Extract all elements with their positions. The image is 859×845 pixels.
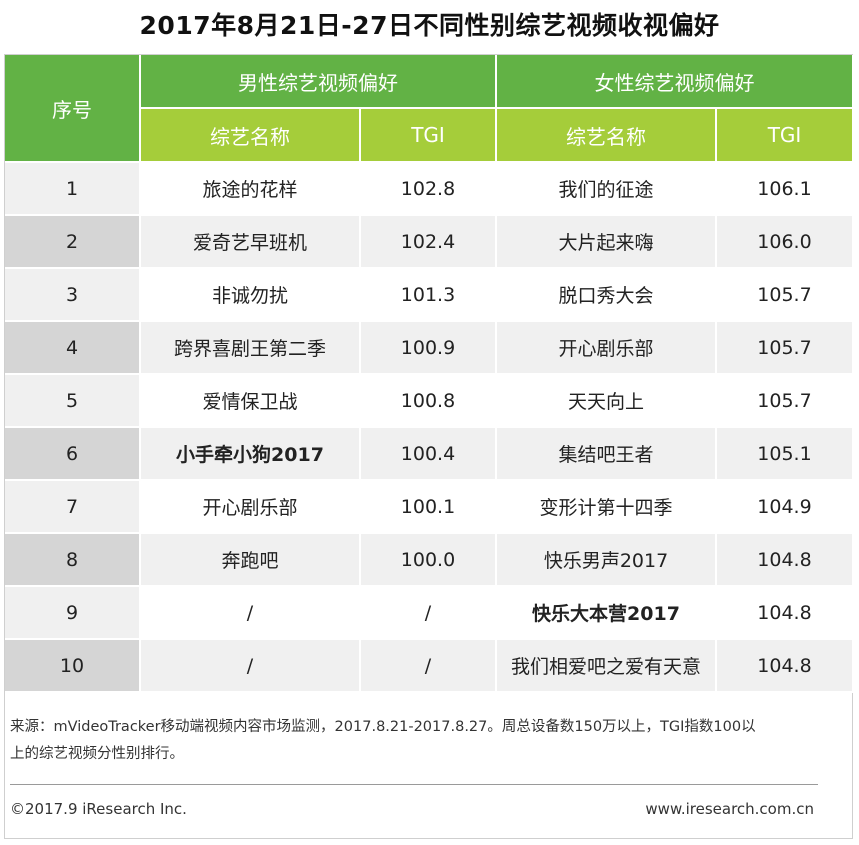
female-show-name: 变形计第十四季 [496,480,717,534]
male-show-name: 非诚勿扰 [140,268,361,322]
male-show-name: / [140,586,361,640]
table-row: 1 旅途的花样 102.8 我们的征途 106.1 [5,162,854,216]
male-tgi: 100.0 [360,533,497,587]
header-male-tgi: TGI [360,108,497,163]
table-row: 6 小手牵小狗2017 100.4 集结吧王者 105.1 [5,427,854,481]
table-header-row: 序号 男性综艺视频偏好 女性综艺视频偏好 [5,55,854,163]
male-tgi: 102.8 [360,162,497,216]
male-show-name: 奔跑吧 [140,533,361,587]
table-row: 10 / / 我们相爱吧之爱有天意 104.8 [5,639,854,693]
table-row: 4 跨界喜剧王第二季 100.9 开心剧乐部 105.7 [5,321,854,375]
female-show-name: 开心剧乐部 [496,321,717,375]
male-tgi: 101.3 [360,268,497,322]
female-tgi: 104.8 [716,586,854,640]
male-tgi: 100.9 [360,321,497,375]
male-tgi: 100.4 [360,427,497,481]
header-seq: 序号 [5,55,141,163]
female-tgi: 105.7 [716,268,854,322]
male-tgi: 100.1 [360,480,497,534]
male-tgi: / [360,586,497,640]
male-show-name: 爱奇艺早班机 [140,215,361,269]
female-show-name: 我们的征途 [496,162,717,216]
rank-cell: 5 [5,374,141,428]
rank-cell: 9 [5,586,141,640]
rank-cell: 10 [5,639,141,693]
header-male-group: 男性综艺视频偏好 [140,55,497,109]
rank-cell: 7 [5,480,141,534]
male-show-name: 开心剧乐部 [140,480,361,534]
female-tgi: 104.8 [716,533,854,587]
male-tgi: 102.4 [360,215,497,269]
footer-divider [10,784,818,785]
header-female-name: 综艺名称 [496,108,717,163]
male-show-name: 跨界喜剧王第二季 [140,321,361,375]
header-female-group: 女性综艺视频偏好 [496,55,854,109]
page-title: 2017年8月21日-27日不同性别综艺视频收视偏好 [139,11,720,40]
male-show-name: 小手牵小狗2017 [140,427,361,481]
female-tgi: 106.1 [716,162,854,216]
female-tgi: 105.1 [716,427,854,481]
female-tgi: 105.7 [716,374,854,428]
copyright-text: ©2017.9 iResearch Inc. [10,800,187,818]
table-row: 5 爱情保卫战 100.8 天天向上 105.7 [5,374,854,428]
female-tgi: 105.7 [716,321,854,375]
table-subheader-row: 综艺名称 TGI 综艺名称 TGI [5,108,854,163]
rank-cell: 1 [5,162,141,216]
female-tgi: 104.9 [716,480,854,534]
female-tgi: 106.0 [716,215,854,269]
table-row: 8 奔跑吧 100.0 快乐男声2017 104.8 [5,533,854,587]
rank-cell: 4 [5,321,141,375]
source-line-1: 来源：mVideoTracker移动端视频内容市场监测，2017.8.21-20… [10,719,756,735]
female-show-name: 集结吧王者 [496,427,717,481]
female-show-name: 快乐男声2017 [496,533,717,587]
male-show-name: 爱情保卫战 [140,374,361,428]
rank-cell: 3 [5,268,141,322]
website-link[interactable]: www.iresearch.com.cn [645,800,814,818]
header-female-tgi: TGI [716,108,854,163]
source-note: 来源：mVideoTracker移动端视频内容市场监测，2017.8.21-20… [10,714,840,768]
rank-cell: 8 [5,533,141,587]
male-tgi: 100.8 [360,374,497,428]
rank-cell: 6 [5,427,141,481]
female-show-name: 天天向上 [496,374,717,428]
female-show-name: 快乐大本营2017 [496,586,717,640]
table-row: 3 非诚勿扰 101.3 脱口秀大会 105.7 [5,268,854,322]
table-row: 9 / / 快乐大本营2017 104.8 [5,586,854,640]
male-tgi: / [360,639,497,693]
source-line-2: 上的综艺视频分性别排行。 [10,746,184,762]
table-row: 2 爱奇艺早班机 102.4 大片起来嗨 106.0 [5,215,854,269]
male-show-name: / [140,639,361,693]
header-male-name: 综艺名称 [140,108,361,163]
table-row: 7 开心剧乐部 100.1 变形计第十四季 104.9 [5,480,854,534]
ranking-table: 序号 男性综艺视频偏好 女性综艺视频偏好 综艺名称 TGI 综艺名称 TGI 1… [5,55,854,693]
female-show-name: 脱口秀大会 [496,268,717,322]
rank-cell: 2 [5,215,141,269]
female-show-name: 我们相爱吧之爱有天意 [496,639,717,693]
female-show-name: 大片起来嗨 [496,215,717,269]
female-tgi: 104.8 [716,639,854,693]
male-show-name: 旅途的花样 [140,162,361,216]
